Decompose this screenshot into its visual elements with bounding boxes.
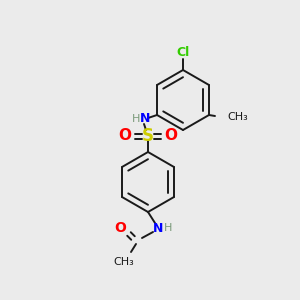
Text: CH₃: CH₃ bbox=[227, 112, 248, 122]
Text: Cl: Cl bbox=[176, 46, 190, 59]
Text: N: N bbox=[140, 112, 150, 125]
Text: S: S bbox=[142, 127, 154, 145]
Text: O: O bbox=[118, 128, 131, 143]
Text: H: H bbox=[164, 223, 172, 233]
Text: CH₃: CH₃ bbox=[114, 257, 134, 267]
Text: O: O bbox=[164, 128, 178, 143]
Text: H: H bbox=[132, 114, 140, 124]
Text: N: N bbox=[153, 221, 163, 235]
Text: O: O bbox=[114, 221, 126, 235]
